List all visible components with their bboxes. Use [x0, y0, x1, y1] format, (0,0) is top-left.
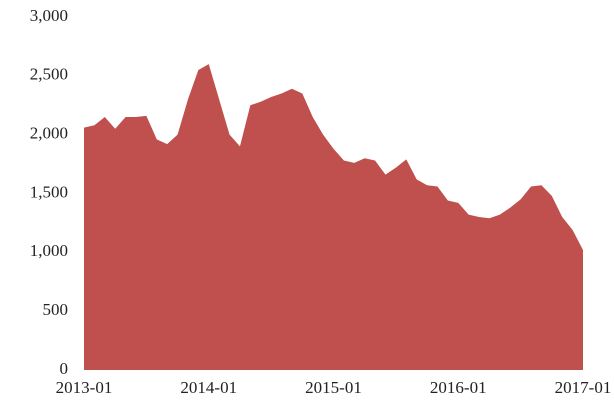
x-tick-label: 2017-01	[555, 378, 612, 397]
x-tick-label: 2014-01	[180, 378, 237, 397]
area	[84, 64, 583, 371]
y-tick-label: 3,000	[30, 6, 68, 25]
x-tick-label: 2013-01	[56, 378, 113, 397]
y-tick-label: 1,000	[30, 241, 68, 260]
y-tick-label: 2,500	[30, 65, 68, 84]
y-tick-label: 500	[43, 300, 69, 319]
x-tick-label: 2016-01	[430, 378, 487, 397]
y-tick-label: 0	[60, 359, 69, 378]
y-tick-label: 1,500	[30, 182, 68, 201]
y-tick-label: 2,000	[30, 124, 68, 143]
x-tick-label: 2015-01	[305, 378, 362, 397]
